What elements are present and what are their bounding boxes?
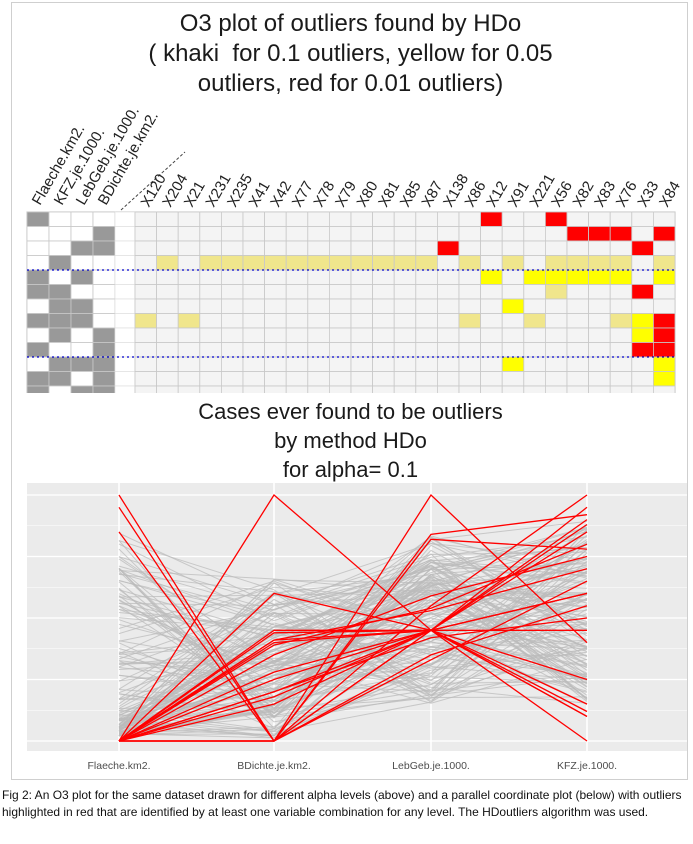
axis-tick-label: Flaeche.km2. [87,760,150,772]
o3-title-line-1: O3 plot of outliers found by HDo [179,10,522,37]
case-line [118,536,588,694]
empty-cell [242,385,266,393]
case-line [118,594,588,732]
empty-cell [177,385,201,393]
outlier-line [118,629,588,742]
outlier-line [118,519,588,742]
o3-plot: Flaeche.km2.KFZ.je.1000.LebGeb.je.1000.B… [26,103,684,393]
empty-cell [566,385,590,393]
empty-cell [393,385,417,393]
empty-cell [372,385,395,393]
empty-cell [458,385,482,393]
case-line [118,549,588,737]
case-line [118,526,588,654]
axis-tick-label: LebGeb.je.1000. [392,760,470,772]
outlier-line [118,531,588,742]
case-line [118,573,588,699]
axis-tick-label: BDichte.je.km2. [237,760,311,772]
o3-plot-title: O3 plot of outliers found by HDo ( khaki… [12,9,689,99]
empty-cell [328,385,352,393]
case-line [118,542,588,598]
case-line [118,540,588,718]
case-line [118,524,588,722]
empty-cell [480,385,503,393]
pc-title-line-1: Cases ever found to be outliers [198,399,503,424]
outlier-line [118,494,588,742]
case-line [118,586,588,715]
empty-cell [307,385,330,393]
empty-cell [415,385,438,393]
parallel-plot-title: Cases ever found to be outliers by metho… [12,397,689,484]
empty-cell [350,385,374,393]
case-line [118,543,588,611]
outlier-line [119,580,588,742]
variable-cell [92,385,116,393]
empty-cell [545,385,568,393]
case-line [118,563,588,607]
pc-title-line-2: by method HDo [274,428,427,453]
empty-cell [501,385,525,393]
o3-title-line-3: outliers, red for 0.01 outliers) [197,70,504,97]
outlier-line [118,555,588,742]
case-line [118,593,588,728]
case-line [118,558,588,676]
empty-cell [264,385,287,393]
case-line [118,590,588,700]
axis-tick-label: KFZ.je.1000. [557,760,617,772]
outlier-line [118,629,587,742]
figure-caption: Fig 2: An O3 plot for the same dataset d… [2,788,682,819]
variable-cell [48,385,72,393]
case-line [118,571,588,736]
label-connector-line [120,151,186,211]
empty-cell [631,385,654,393]
case-line [118,576,588,732]
case-line [118,592,588,735]
gap-cell [114,385,136,393]
empty-cell [220,385,244,393]
empty-cell [134,385,158,393]
variable-cell [26,385,50,393]
parallel-coordinate-plot: Flaeche.km2. BDichte.je.km2. LebGeb.je.100… [27,483,687,772]
empty-cell [156,385,179,393]
outlier-line [118,629,588,742]
outlier-line [118,592,588,742]
empty-cell [199,385,222,393]
outlier-cases [118,493,588,742]
outlier-line [118,617,588,742]
o3-title-line-2: ( khaki for 0.1 outliers, yellow for 0.0… [148,40,553,67]
case-line [118,594,588,692]
case-line [118,566,588,733]
empty-cell [609,385,633,393]
empty-cell [523,385,546,393]
case-line [118,559,588,658]
figure-frame: O3 plot of outliers found by HDo ( khaki… [11,2,688,780]
pc-title-line-3: for alpha= 0.1 [282,457,419,482]
variable-cell [70,385,94,393]
empty-cell [285,385,309,393]
empty-cell [653,385,676,393]
case-line [118,532,588,606]
empty-cell [588,385,611,393]
case-line [118,587,588,723]
outlier-line [118,494,588,742]
empty-cell [436,385,460,393]
